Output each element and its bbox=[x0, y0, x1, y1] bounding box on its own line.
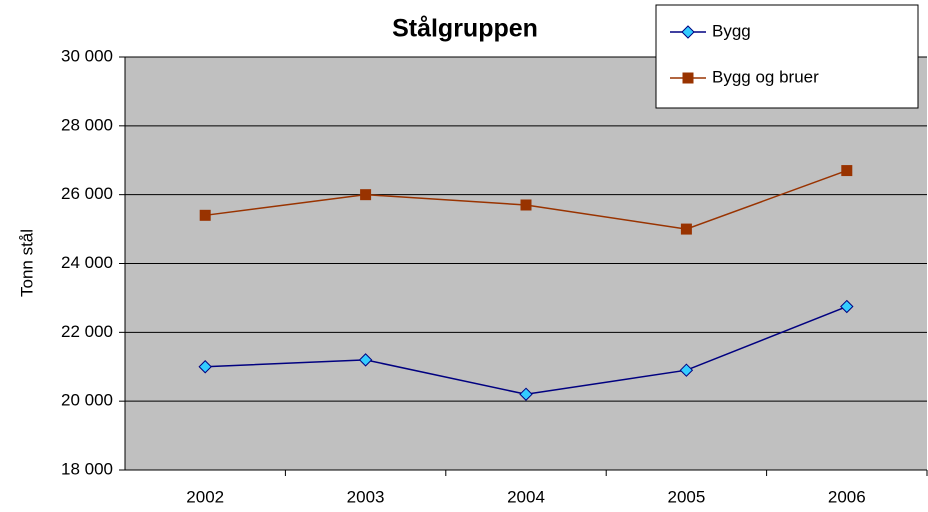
y-tick-label: 24 000 bbox=[61, 253, 113, 272]
x-tick-label: 2006 bbox=[828, 487, 866, 506]
point bbox=[519, 387, 533, 401]
y-tick-label: 28 000 bbox=[61, 115, 113, 134]
point bbox=[520, 199, 532, 211]
x-tick-label: 2003 bbox=[347, 487, 385, 506]
x-tick-label: 2005 bbox=[667, 487, 705, 506]
x-tick-label: 2002 bbox=[186, 487, 224, 506]
x-tick-label: 2004 bbox=[507, 487, 545, 506]
y-tick-label: 22 000 bbox=[61, 322, 113, 341]
point bbox=[358, 353, 373, 367]
point bbox=[198, 360, 212, 374]
point bbox=[679, 363, 694, 377]
legend-marker bbox=[682, 72, 694, 84]
y-tick-label: 26 000 bbox=[61, 184, 113, 203]
point bbox=[841, 165, 853, 177]
point bbox=[360, 189, 372, 201]
legend-label: Bygg og bruer bbox=[712, 67, 819, 86]
legend-marker bbox=[681, 25, 695, 39]
y-tick-label: 18 000 bbox=[61, 459, 113, 478]
point bbox=[680, 223, 692, 235]
point bbox=[199, 209, 211, 221]
point bbox=[840, 299, 854, 314]
legend-box bbox=[655, 4, 919, 109]
y-axis-label: Tonn stål bbox=[17, 229, 36, 297]
y-tick-label: 20 000 bbox=[61, 391, 113, 410]
y-tick-label: 30 000 bbox=[61, 46, 113, 65]
chart-title: Stålgruppen bbox=[392, 15, 538, 43]
legend-label: Bygg bbox=[712, 21, 751, 40]
